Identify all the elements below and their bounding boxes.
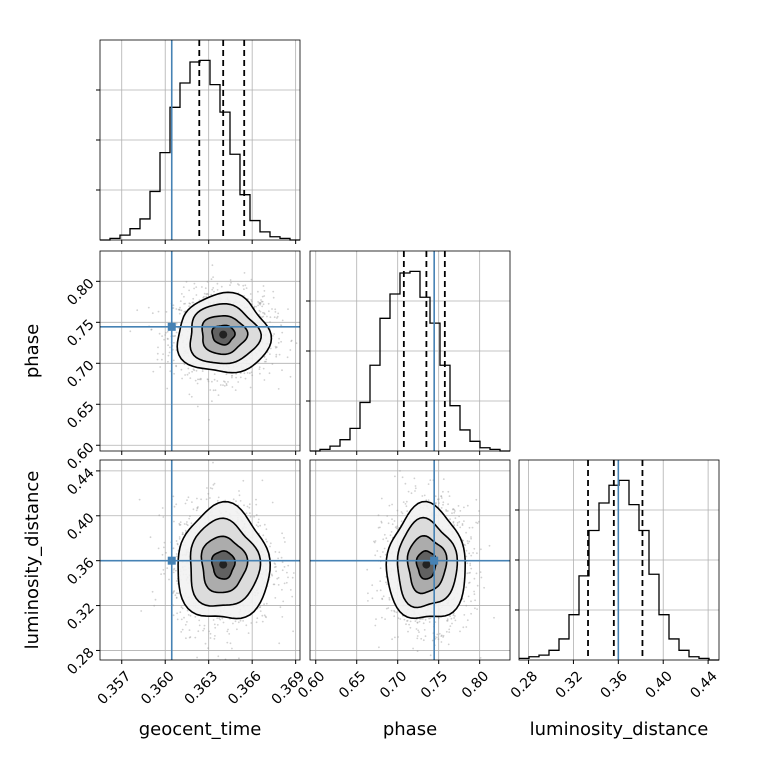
density-peak xyxy=(422,560,431,569)
density-peak xyxy=(219,560,228,569)
y-tick-label-phase: 0.75 xyxy=(64,317,97,350)
density-peak xyxy=(219,330,228,339)
truth-marker xyxy=(167,556,176,565)
x-tick-label-phase: 0.65 xyxy=(336,668,369,701)
x-tick-label-geocent_time: 0.363 xyxy=(182,668,222,708)
y-tick-label-phase: 0.70 xyxy=(64,358,97,391)
y-tick-label-phase: 0.80 xyxy=(64,276,97,309)
histogram-phase xyxy=(310,270,510,452)
y-tick-label-luminosity_distance: 0.28 xyxy=(64,645,97,678)
joint-content xyxy=(100,251,300,451)
x-tick-label-luminosity_distance: 0.36 xyxy=(598,668,631,701)
panel-frame xyxy=(309,459,511,661)
y-tick-label-luminosity_distance: 0.32 xyxy=(64,600,97,633)
panel-frame xyxy=(518,459,720,661)
joint-panel-geocent_time-luminosity_distance xyxy=(96,459,301,664)
panel-frame xyxy=(99,39,301,241)
joint-content xyxy=(310,460,510,660)
x-tick-label-luminosity_distance: 0.44 xyxy=(687,668,720,701)
y-axis-label-phase: phase xyxy=(22,324,43,378)
x-tick-label-phase: 0.75 xyxy=(418,668,451,701)
joint-content xyxy=(100,460,300,660)
panel-frame xyxy=(99,250,301,452)
x-tick-label-phase: 0.70 xyxy=(377,668,410,701)
y-tick-label-luminosity_distance: 0.40 xyxy=(64,510,97,543)
x-tick-label-luminosity_distance: 0.28 xyxy=(508,668,541,701)
joint-panel-geocent_time-phase xyxy=(96,250,301,455)
hist-panel-geocent_time xyxy=(96,39,301,244)
x-axis-label-phase: phase xyxy=(383,719,437,740)
x-axis-label-geocent_time: geocent_time xyxy=(139,719,262,740)
y-tick-label-phase: 0.60 xyxy=(64,440,97,473)
x-tick-label-phase: 0.80 xyxy=(459,668,492,701)
truth-marker xyxy=(430,556,439,565)
y-tick-label-luminosity_distance: 0.44 xyxy=(64,465,97,498)
x-tick-label-geocent_time: 0.366 xyxy=(225,668,265,708)
x-axis-label-luminosity_distance: luminosity_distance xyxy=(530,719,709,740)
panel-frame xyxy=(309,250,511,452)
x-tick-label-geocent_time: 0.357 xyxy=(95,668,135,708)
x-tick-label-luminosity_distance: 0.32 xyxy=(553,668,586,701)
y-axis-label-luminosity_distance: luminosity_distance xyxy=(22,471,43,650)
hist-panel-phase xyxy=(306,250,511,455)
x-tick-label-geocent_time: 0.360 xyxy=(138,668,178,708)
truth-marker xyxy=(167,322,176,331)
panel-frame xyxy=(99,459,301,661)
y-tick-label-luminosity_distance: 0.36 xyxy=(64,555,97,588)
x-tick-label-luminosity_distance: 0.40 xyxy=(642,668,675,701)
hist-panel-luminosity_distance xyxy=(515,459,720,664)
y-tick-label-phase: 0.65 xyxy=(64,399,97,432)
joint-panel-phase-luminosity_distance xyxy=(309,459,511,664)
